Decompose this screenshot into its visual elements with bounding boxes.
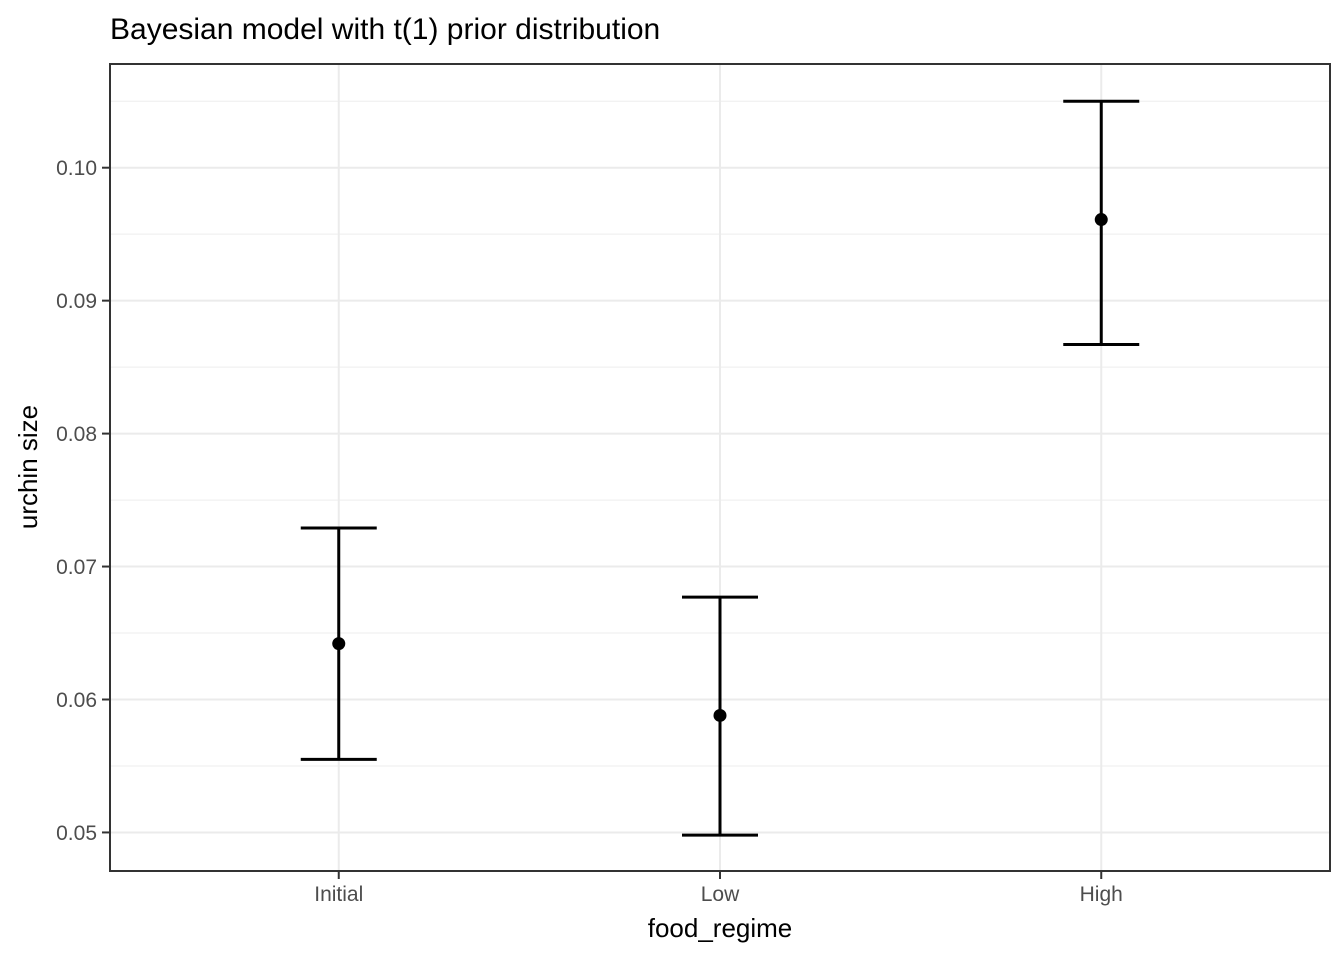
y-tick-label: 0.07 <box>56 556 97 579</box>
y-tick-label: 0.10 <box>56 157 97 180</box>
data-points <box>332 213 1108 722</box>
y-tick-label: 0.09 <box>56 290 97 313</box>
y-tick-label: 0.05 <box>56 822 97 845</box>
mean-point <box>332 637 346 651</box>
axis-tick-labels: 0.05 0.06 0.07 0.08 0.09 0.10 Initial Low High <box>56 157 1123 906</box>
plot-title: Bayesian model with t(1) prior distribut… <box>110 13 660 46</box>
y-axis-title: urchin size <box>13 405 43 529</box>
mean-point <box>713 708 727 722</box>
axis-ticks <box>102 166 1103 879</box>
major-gridlines <box>110 64 1330 871</box>
x-tick-label: Initial <box>314 883 363 906</box>
x-axis-title: food_regime <box>648 913 793 943</box>
mean-point <box>1094 213 1108 227</box>
x-tick-label: High <box>1080 883 1123 906</box>
y-tick-label: 0.06 <box>56 689 97 712</box>
x-tick-label: Low <box>701 883 740 906</box>
y-tick-label: 0.08 <box>56 423 97 446</box>
